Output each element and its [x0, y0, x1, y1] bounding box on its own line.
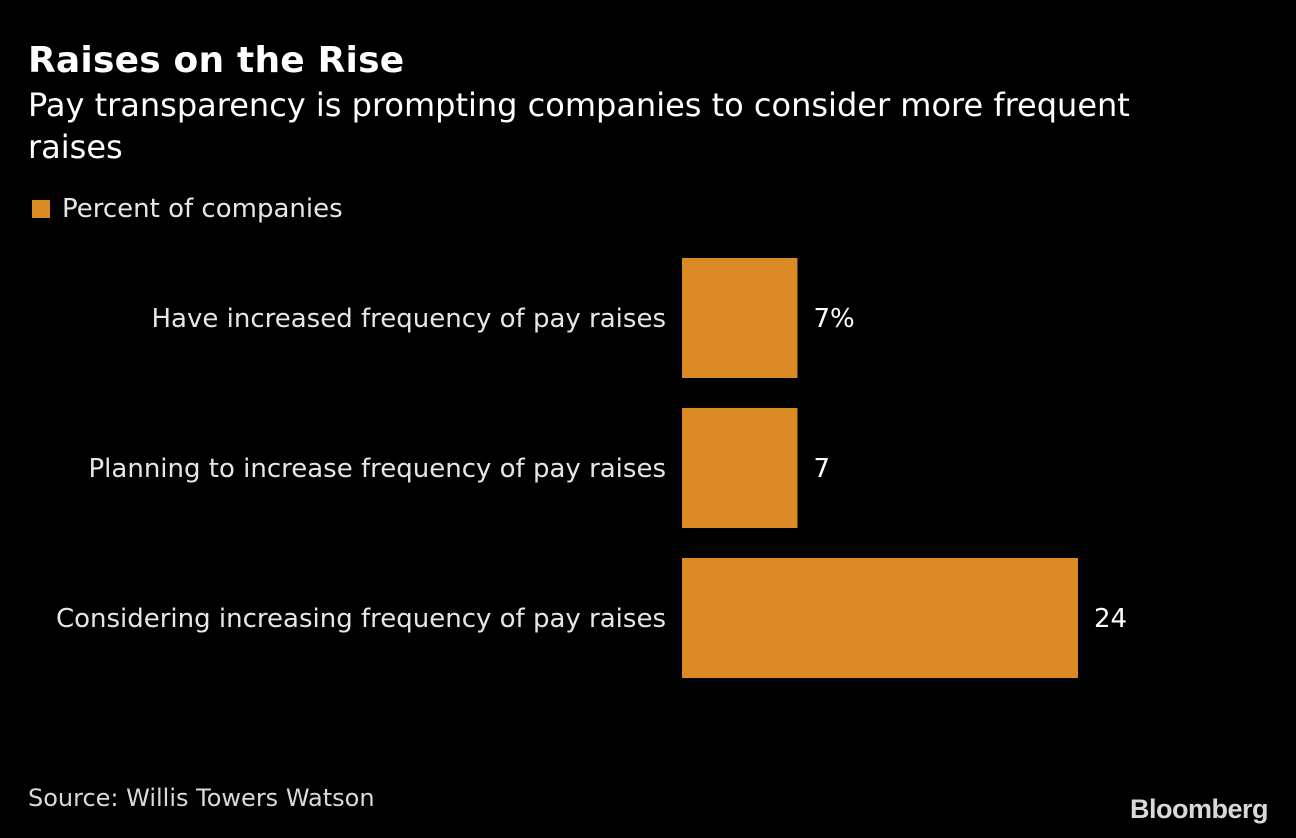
bar-2 [682, 558, 1078, 678]
chart-title: Raises on the Rise [28, 40, 405, 81]
legend-swatch [32, 200, 50, 218]
bar-1 [682, 408, 798, 528]
category-label-2: Considering increasing frequency of pay … [56, 604, 666, 634]
category-label-1: Planning to increase frequency of pay ra… [89, 454, 667, 484]
value-label-0: 7% [814, 304, 855, 334]
legend-label: Percent of companies [62, 194, 343, 224]
chart-subtitle: Pay transparency is prompting companies … [28, 86, 1130, 166]
bar-0 [682, 258, 798, 378]
value-label-1: 7 [814, 454, 831, 484]
category-label-0: Have increased frequency of pay raises [151, 304, 666, 334]
legend: Percent of companies [32, 194, 343, 224]
bloomberg-logo: Bloomberg [1129, 794, 1269, 824]
value-label-2: 24 [1094, 604, 1127, 634]
source-note: Source: Willis Towers Watson [28, 784, 375, 812]
